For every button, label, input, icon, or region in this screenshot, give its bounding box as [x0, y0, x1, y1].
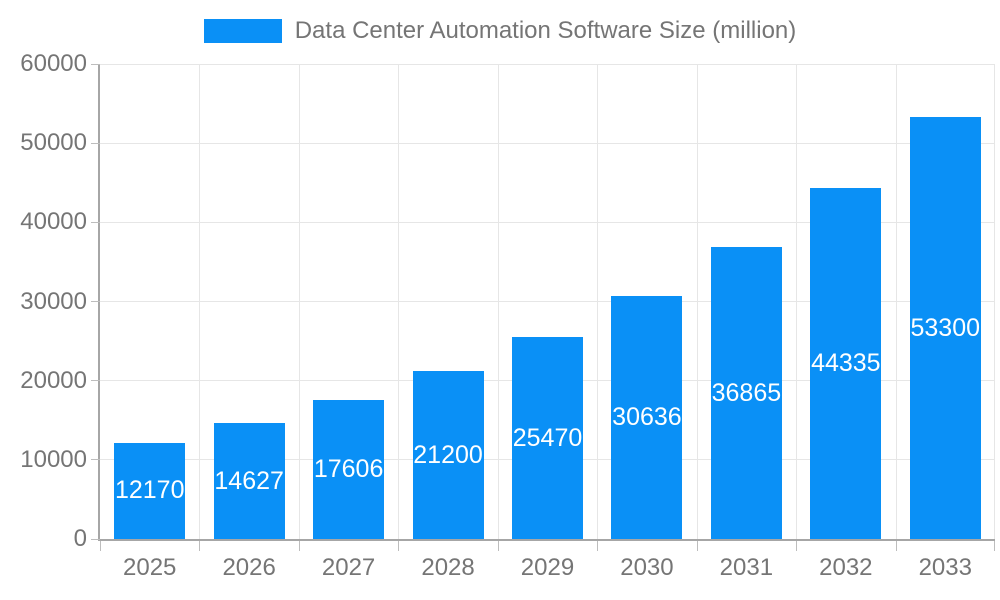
x-axis-tick: [696, 541, 698, 551]
bar-value-label: 12170: [114, 476, 185, 505]
bar-2026[interactable]: 14627: [213, 423, 285, 539]
x-axis-tick: [199, 541, 201, 551]
bar-2029[interactable]: 25470: [512, 337, 583, 539]
gridline-horizontal: [100, 63, 995, 65]
x-axis-label: 2032: [819, 554, 873, 581]
gridline-horizontal: [100, 142, 995, 144]
y-axis-label: 0: [73, 525, 87, 552]
bar-value-label: 21200: [413, 440, 483, 469]
x-axis-tick: [100, 541, 101, 551]
gridline-vertical: [398, 64, 400, 539]
bar-value-label: 14627: [214, 466, 284, 495]
legend-label: Data Center Automation Software Size (mi…: [294, 17, 797, 44]
x-axis-tick: [398, 541, 400, 551]
x-axis-label: 2029: [520, 554, 575, 581]
bar-value-label: 17606: [313, 454, 384, 483]
x-axis-line: [98, 539, 995, 541]
y-axis-label: 60000: [20, 50, 87, 77]
y-axis-label: 10000: [20, 445, 87, 473]
x-axis-label: 2028: [421, 554, 475, 581]
bar-value-label: 44335: [811, 349, 881, 377]
x-axis-label: 2031: [719, 554, 774, 581]
plot-area: 0 10000 20000 30000 40000 50000 60000 12170 2025…: [20, 52, 995, 581]
bar-value-label: 30636: [612, 403, 682, 432]
x-axis-label: 2025: [123, 554, 177, 581]
gridline-horizontal: [100, 221, 995, 223]
bar-value-label: 25470: [512, 423, 583, 452]
y-axis-label: 50000: [20, 129, 87, 157]
y-axis-tick: [91, 63, 100, 65]
bar-2025[interactable]: 12170: [114, 442, 186, 539]
legend: Data Center Automation Software Size (mi…: [0, 17, 1000, 45]
bar-2032[interactable]: 44335: [810, 188, 882, 539]
gridline-vertical: [696, 64, 698, 539]
gridline-vertical: [298, 64, 300, 539]
x-axis-tick: [796, 541, 798, 551]
y-axis-label: 30000: [20, 287, 87, 315]
bar-value-label: 53300: [910, 313, 981, 342]
y-axis-label: 40000: [20, 208, 87, 236]
bar-2027[interactable]: 17606: [313, 399, 385, 539]
y-axis-tick: [91, 538, 100, 540]
gridline-vertical: [895, 64, 897, 539]
y-axis-tick: [91, 301, 100, 302]
bar-2030[interactable]: 30636: [611, 296, 683, 539]
gridline-vertical: [597, 64, 599, 539]
gridline-horizontal: [100, 301, 995, 302]
x-axis-label: 2033: [918, 554, 972, 581]
x-axis-tick: [497, 541, 499, 551]
y-axis-tick: [91, 221, 100, 223]
gridline-vertical: [199, 64, 201, 539]
y-axis-label: 20000: [20, 366, 87, 394]
legend-item[interactable]: Data Center Automation Software Size (mi…: [203, 17, 797, 45]
legend-color-swatch: [203, 19, 282, 43]
bar-value-label: 36865: [711, 378, 782, 407]
x-axis-tick: [298, 541, 300, 551]
y-axis-tick: [91, 380, 100, 382]
x-axis-tick: [597, 541, 599, 551]
gridline-vertical: [497, 64, 499, 539]
x-axis-tick: [895, 541, 897, 551]
x-axis-label: 2027: [321, 554, 376, 581]
gridline-vertical: [994, 64, 995, 539]
gridline-vertical: [796, 64, 798, 539]
x-axis-label: 2026: [222, 554, 276, 581]
bar-2033[interactable]: 53300: [909, 117, 981, 539]
bar-2031[interactable]: 36865: [710, 247, 782, 539]
y-axis-line: [98, 64, 100, 541]
y-axis-tick: [91, 142, 100, 144]
x-axis-label: 2030: [620, 554, 674, 581]
y-axis-tick: [91, 459, 100, 461]
x-axis-tick: [994, 541, 995, 551]
bar-2028[interactable]: 21200: [412, 371, 484, 539]
